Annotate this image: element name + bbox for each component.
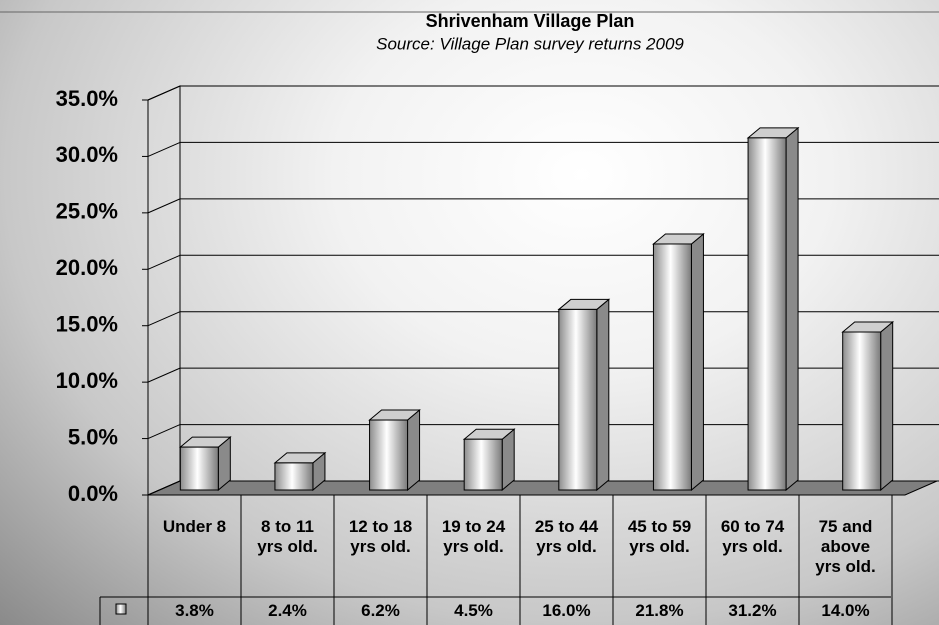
category-label-text: 12 to 18 yrs old.	[348, 517, 413, 556]
value-label-text: 16.0%	[542, 601, 591, 620]
bar-side	[690, 232, 704, 492]
grid-line	[147, 311, 181, 327]
y-tick-label: 25.0%	[56, 199, 118, 224]
bar	[746, 126, 800, 492]
value-label: 31.2%	[706, 597, 799, 625]
y-tick-label: 10.0%	[56, 368, 118, 393]
grid-line	[147, 480, 181, 496]
grid-line	[147, 367, 181, 383]
value-label-text: 21.8%	[635, 601, 684, 620]
category-label: 8 to 11 yrs old.	[241, 497, 334, 597]
category-label: 60 to 74 yrs old.	[706, 497, 799, 597]
bar-front	[179, 446, 219, 491]
side-wall	[147, 85, 181, 496]
y-tick-label: 35.0%	[56, 86, 118, 111]
legend-key	[115, 603, 127, 615]
category-label-text: 60 to 74 yrs old.	[720, 517, 785, 556]
category-label: 12 to 18 yrs old.	[334, 497, 427, 597]
value-label-text: 4.5%	[454, 601, 493, 620]
grid-line	[147, 424, 181, 440]
floor	[147, 480, 938, 496]
value-label: 3.8%	[148, 597, 241, 625]
category-label: 45 to 59 yrs old.	[613, 497, 706, 597]
y-tick-label: 30.0%	[56, 142, 118, 167]
category-label: Under 8	[148, 497, 241, 597]
chart-title: Shrivenham Village Plan	[426, 11, 635, 31]
value-label: 21.8%	[613, 597, 706, 625]
value-label: 2.4%	[241, 597, 334, 625]
bar-front	[842, 331, 882, 491]
grid-line	[147, 141, 181, 157]
bar	[841, 320, 895, 492]
value-label: 16.0%	[520, 597, 613, 625]
bar	[273, 451, 327, 492]
bar-front	[369, 419, 409, 491]
value-label-text: 31.2%	[728, 601, 777, 620]
category-label-text: 75 and above yrs old.	[815, 517, 876, 576]
bar-front	[558, 308, 598, 491]
value-label-text: 14.0%	[821, 601, 870, 620]
y-tick-label: 20.0%	[56, 255, 118, 280]
value-label: 6.2%	[334, 597, 427, 625]
category-label-text: 25 to 44 yrs old.	[534, 517, 599, 556]
chart-subtitle: Source: Village Plan survey returns 2009	[376, 34, 684, 53]
value-label-text: 2.4%	[268, 601, 307, 620]
bar-side	[785, 126, 799, 492]
grid-line	[147, 198, 181, 214]
bar-side	[880, 320, 894, 492]
bar	[368, 408, 421, 492]
y-tick-label: 0.0%	[68, 481, 118, 506]
bar	[557, 298, 611, 492]
bar	[178, 436, 232, 492]
category-label-text: 19 to 24 yrs old.	[441, 517, 506, 556]
grid-line	[147, 85, 181, 101]
bar-front	[652, 243, 692, 491]
category-label: 25 to 44 yrs old.	[520, 497, 613, 597]
category-label-text: 8 to 11 yrs old.	[257, 517, 318, 556]
bar-front	[274, 462, 314, 491]
bar-front	[747, 137, 787, 491]
value-label: 4.5%	[427, 597, 520, 625]
bar	[652, 232, 705, 492]
bar	[462, 428, 516, 492]
bar-side	[407, 408, 421, 492]
grid-line	[147, 254, 181, 270]
value-label-text: 3.8%	[175, 601, 214, 620]
category-label-text: Under 8	[162, 517, 227, 536]
value-label: 14.0%	[799, 597, 892, 625]
category-label-text: 45 to 59 yrs old.	[627, 517, 692, 556]
bar-side	[596, 298, 610, 492]
y-tick-label: 5.0%	[68, 424, 118, 449]
category-label: 19 to 24 yrs old.	[427, 497, 520, 597]
value-label-text: 6.2%	[361, 601, 400, 620]
category-label: 75 and above yrs old.	[799, 497, 892, 597]
y-tick-label: 15.0%	[56, 312, 118, 337]
bar-front	[463, 438, 503, 491]
